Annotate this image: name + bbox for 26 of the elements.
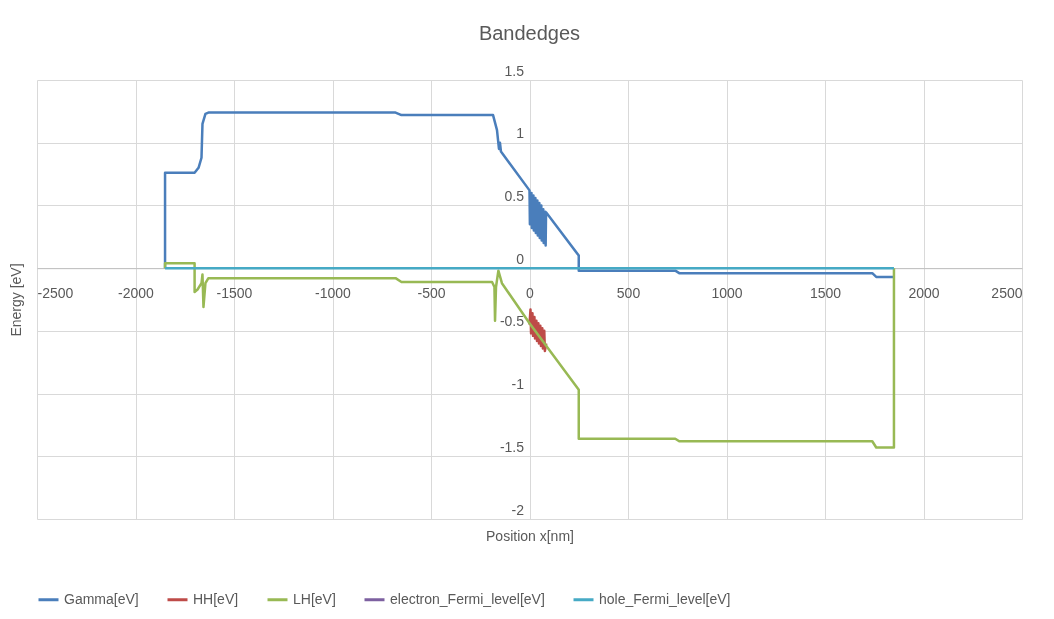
x-tick-label: -1500 xyxy=(216,284,253,301)
y-axis-title: Energy [eV] xyxy=(7,263,24,337)
y-tick-label: 1 xyxy=(516,125,525,142)
legend-label: hole_Fermi_level[eV] xyxy=(599,590,731,607)
x-tick-label: 2000 xyxy=(908,284,940,301)
y-tick-label: -1.5 xyxy=(499,438,525,455)
legend-label: electron_Fermi_level[eV] xyxy=(390,590,545,607)
x-tick-label: 2500 xyxy=(991,284,1023,301)
legend-label: HH[eV] xyxy=(193,590,239,607)
x-tick-label: 1000 xyxy=(711,284,743,301)
x-tick-label: -500 xyxy=(417,284,446,301)
x-tick-label: 1500 xyxy=(809,284,842,301)
legend-label: LH[eV] xyxy=(293,590,336,607)
x-tick-label: 500 xyxy=(616,284,641,301)
y-tick-label: -1 xyxy=(511,376,525,393)
y-tick-label: 1.5 xyxy=(504,62,525,79)
legend-label: Gamma[eV] xyxy=(64,590,139,607)
chart-title: Bandedges xyxy=(478,22,581,44)
y-tick-label: -0.5 xyxy=(499,313,525,330)
y-tick-label: 0.5 xyxy=(504,187,525,204)
y-tick-label: 0 xyxy=(516,250,525,267)
x-tick-label: -1000 xyxy=(315,284,352,301)
x-tick-label: -2500 xyxy=(37,284,74,301)
x-tick-label: -2000 xyxy=(118,284,155,301)
y-tick-label: -2 xyxy=(511,501,525,518)
x-axis-title: Position x[nm] xyxy=(486,527,574,544)
